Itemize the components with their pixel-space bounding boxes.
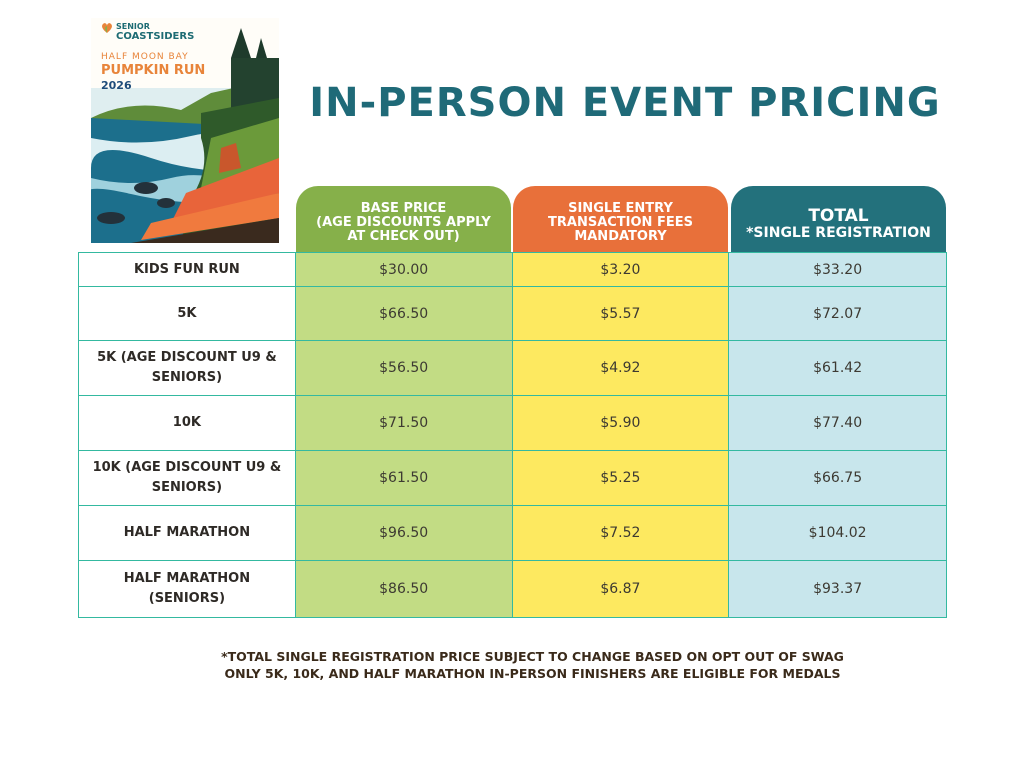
fee-cell: $5.57 (511, 286, 730, 341)
row-label: 5K (AGE DISCOUNT U9 & SENIORS) (78, 340, 296, 396)
header-total: TOTAL *SINGLE REGISTRATION (731, 186, 946, 252)
event-poster: SENIOR COASTSIDERS HALF MOON BAY PUMPKIN… (91, 18, 279, 243)
heart-leaf-icon (101, 22, 113, 34)
row-label: 10K (AGE DISCOUNT U9 & SENIORS) (78, 450, 296, 506)
table-row: 10K $71.50 $5.90 $77.40 (78, 395, 947, 451)
base-price-cell: $66.50 (294, 286, 513, 341)
base-price-cell: $56.50 (294, 340, 513, 396)
table-row: HALF MARATHON (SENIORS) $86.50 $6.87 $93… (78, 560, 947, 618)
base-price-cell: $71.50 (294, 395, 513, 451)
row-label: KIDS FUN RUN (78, 252, 296, 287)
total-cell: $77.40 (728, 395, 947, 451)
fee-cell: $3.20 (511, 252, 730, 287)
footnote-medals: ONLY 5K, 10K, AND HALF MARATHON IN-PERSO… (224, 666, 841, 681)
base-price-cell: $96.50 (294, 505, 513, 561)
fee-cell: $5.90 (511, 395, 730, 451)
header-base-line: AT CHECK OUT) (347, 229, 460, 244)
row-label: 5K (78, 286, 296, 341)
table-row: KIDS FUN RUN $30.00 $3.20 $33.20 (78, 252, 947, 287)
header-base-line: (AGE DISCOUNTS APPLY (316, 215, 491, 230)
row-label: HALF MARATHON (SENIORS) (78, 560, 296, 618)
table-row: HALF MARATHON $96.50 $7.52 $104.02 (78, 505, 947, 561)
total-cell: $93.37 (728, 560, 947, 618)
total-cell: $72.07 (728, 286, 947, 341)
total-cell: $66.75 (728, 450, 947, 506)
poster-event-name: PUMPKIN RUN (101, 63, 206, 78)
row-label: 10K (78, 395, 296, 451)
fee-cell: $4.92 (511, 340, 730, 396)
brand-line1: SENIOR (116, 22, 150, 31)
footnotes: *TOTAL SINGLE REGISTRATION PRICE SUBJECT… (150, 648, 915, 682)
header-fee-line: TRANSACTION FEES (548, 215, 693, 230)
table-row: 5K $66.50 $5.57 $72.07 (78, 286, 947, 341)
page-title: IN-PERSON EVENT PRICING (309, 80, 941, 126)
coastal-landscape-illustration (91, 18, 279, 243)
brand-logo: SENIOR COASTSIDERS (101, 22, 194, 42)
header-base-line: BASE PRICE (360, 201, 447, 216)
header-transaction-fees: SINGLE ENTRY TRANSACTION FEES MANDATORY (513, 186, 728, 252)
header-fee-line: SINGLE ENTRY (568, 201, 673, 216)
fee-cell: $7.52 (511, 505, 730, 561)
header-total-line: *SINGLE REGISTRATION (746, 225, 931, 241)
fee-cell: $5.25 (511, 450, 730, 506)
base-price-cell: $30.00 (294, 252, 513, 287)
base-price-cell: $61.50 (294, 450, 513, 506)
poster-location: HALF MOON BAY (101, 52, 189, 62)
poster-year: 2026 (101, 79, 132, 92)
total-cell: $33.20 (728, 252, 947, 287)
table-row: 10K (AGE DISCOUNT U9 & SENIORS) $61.50 $… (78, 450, 947, 506)
brand-line2: COASTSIDERS (116, 31, 195, 42)
fee-cell: $6.87 (511, 560, 730, 618)
header-total-line: TOTAL (808, 206, 869, 226)
table-row: 5K (AGE DISCOUNT U9 & SENIORS) $56.50 $4… (78, 340, 947, 396)
header-base-price: BASE PRICE (AGE DISCOUNTS APPLY AT CHECK… (296, 186, 511, 252)
total-cell: $104.02 (728, 505, 947, 561)
header-fee-line: MANDATORY (574, 229, 667, 244)
row-label: HALF MARATHON (78, 505, 296, 561)
base-price-cell: $86.50 (294, 560, 513, 618)
pricing-table: KIDS FUN RUN $30.00 $3.20 $33.20 5K $66.… (78, 252, 947, 618)
footnote-swag: *TOTAL SINGLE REGISTRATION PRICE SUBJECT… (221, 649, 844, 664)
total-cell: $61.42 (728, 340, 947, 396)
